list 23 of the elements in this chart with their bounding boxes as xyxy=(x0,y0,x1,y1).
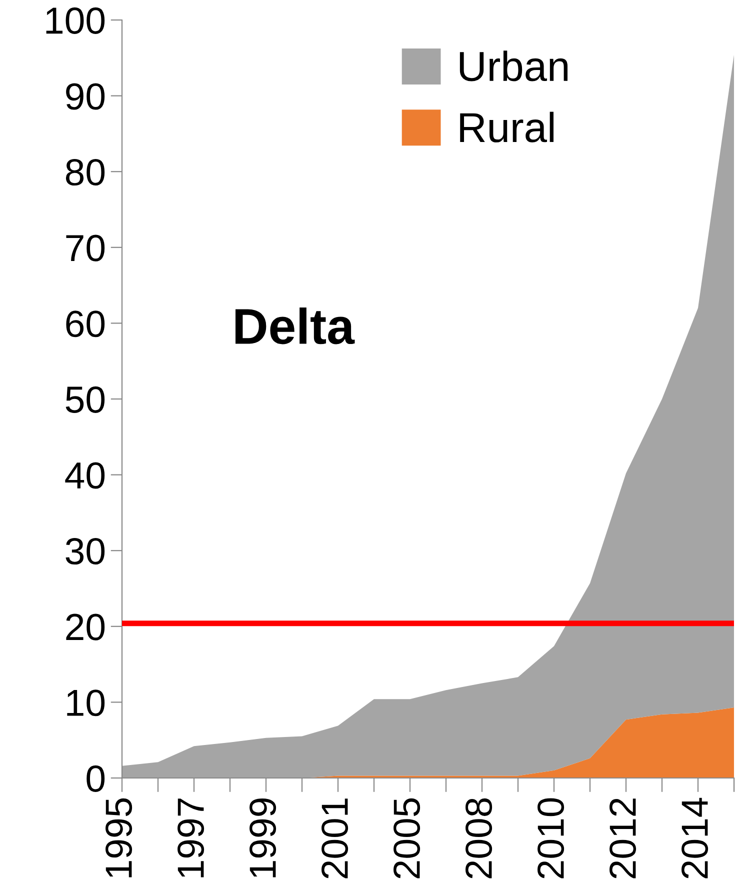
x-tick-label: 2008 xyxy=(466,798,492,878)
x-tick-label: 2005 xyxy=(394,798,420,878)
x-tick-label: 1997 xyxy=(178,798,204,878)
y-tick-label: 50 xyxy=(66,386,105,413)
x-tick-label: 2012 xyxy=(610,798,636,878)
x-tick-label: 2014 xyxy=(682,798,708,878)
y-tick-label: 70 xyxy=(66,234,105,262)
y-tick-label: 0 xyxy=(86,765,105,792)
x-tick-label: 2010 xyxy=(538,798,564,878)
annotation: Delta xyxy=(236,307,355,344)
y-tick-label: 40 xyxy=(65,462,105,489)
x-tick-label: 1995 xyxy=(106,798,132,878)
x-tick-label: 2001 xyxy=(322,798,348,878)
y-tick-label: 90 xyxy=(66,83,105,110)
legend-label: Urban xyxy=(460,50,568,82)
legend-label: Rural xyxy=(460,112,554,142)
x-tick-label: 1999 xyxy=(250,798,276,878)
y-tick-label: 30 xyxy=(66,538,105,565)
y-tick-label: 20 xyxy=(66,614,105,640)
y-tick-label: 100 xyxy=(46,7,105,34)
y-tick-label: 80 xyxy=(66,159,105,186)
y-tick-label: 60 xyxy=(66,310,105,338)
y-tick-label: 10 xyxy=(67,690,105,716)
